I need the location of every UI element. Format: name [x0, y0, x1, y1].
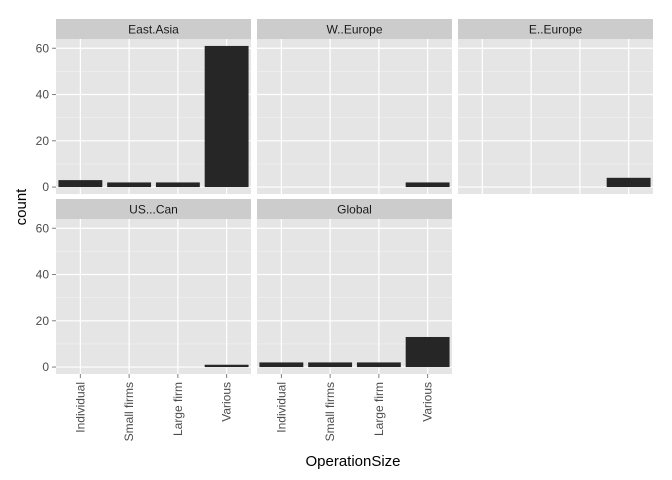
panel-background — [458, 39, 653, 194]
facet-strip — [56, 19, 251, 39]
facet-title: US...Can — [129, 203, 178, 217]
facet-strip — [257, 199, 452, 219]
facet-strip — [458, 19, 653, 39]
facet-panel: US...Can 0 20 40 60 — [36, 199, 251, 374]
bar — [204, 364, 249, 368]
y-tick-label: 60 — [36, 221, 50, 235]
x-tick-label: Small firms — [323, 382, 337, 441]
facet-panel: W..Europe — [257, 19, 452, 194]
facet-title: East.Asia — [128, 23, 179, 37]
bar — [606, 177, 651, 188]
bar — [405, 336, 450, 368]
x-tick-label: Small firms — [122, 382, 136, 441]
y-tick-label: 0 — [42, 180, 49, 194]
bar — [107, 182, 152, 188]
y-tick-label: 20 — [36, 314, 50, 328]
y-tick-label: 40 — [36, 88, 50, 102]
y-tick-label: 0 — [42, 360, 49, 374]
y-tick-label: 60 — [36, 41, 50, 55]
x-axis-title: OperationSize — [305, 453, 400, 470]
y-axis-title: count — [13, 188, 30, 226]
bar — [155, 182, 200, 188]
facet-panel: E..Europe — [458, 19, 653, 194]
facet-panel: East.Asia 0 20 40 60 — [36, 19, 251, 194]
x-tick-label: Individual — [73, 382, 87, 433]
bar — [308, 362, 353, 368]
x-tick-label: Individual — [274, 382, 288, 433]
facet-title: E..Europe — [529, 23, 583, 37]
facet-title: W..Europe — [326, 23, 382, 37]
y-tick-label: 40 — [36, 268, 50, 282]
x-tick-label: Large firm — [171, 382, 185, 436]
bar — [405, 182, 450, 188]
facet-strip — [56, 199, 251, 219]
bar — [58, 180, 103, 188]
bar — [356, 362, 401, 368]
facet-title: Global — [337, 203, 372, 217]
panel-background — [257, 39, 452, 194]
y-tick-label: 20 — [36, 134, 50, 148]
panel-background — [56, 219, 251, 374]
facet-strip — [257, 19, 452, 39]
facet-panels: East.Asia 0 20 40 60 W..Europe E..Europe US...C… — [36, 19, 653, 441]
bar — [259, 362, 304, 368]
x-tick-label: Large firm — [372, 382, 386, 436]
x-tick-label: Various — [220, 382, 234, 422]
x-tick-label: Various — [421, 382, 435, 422]
bar — [204, 45, 249, 188]
facet-panel: Global — [257, 199, 452, 374]
